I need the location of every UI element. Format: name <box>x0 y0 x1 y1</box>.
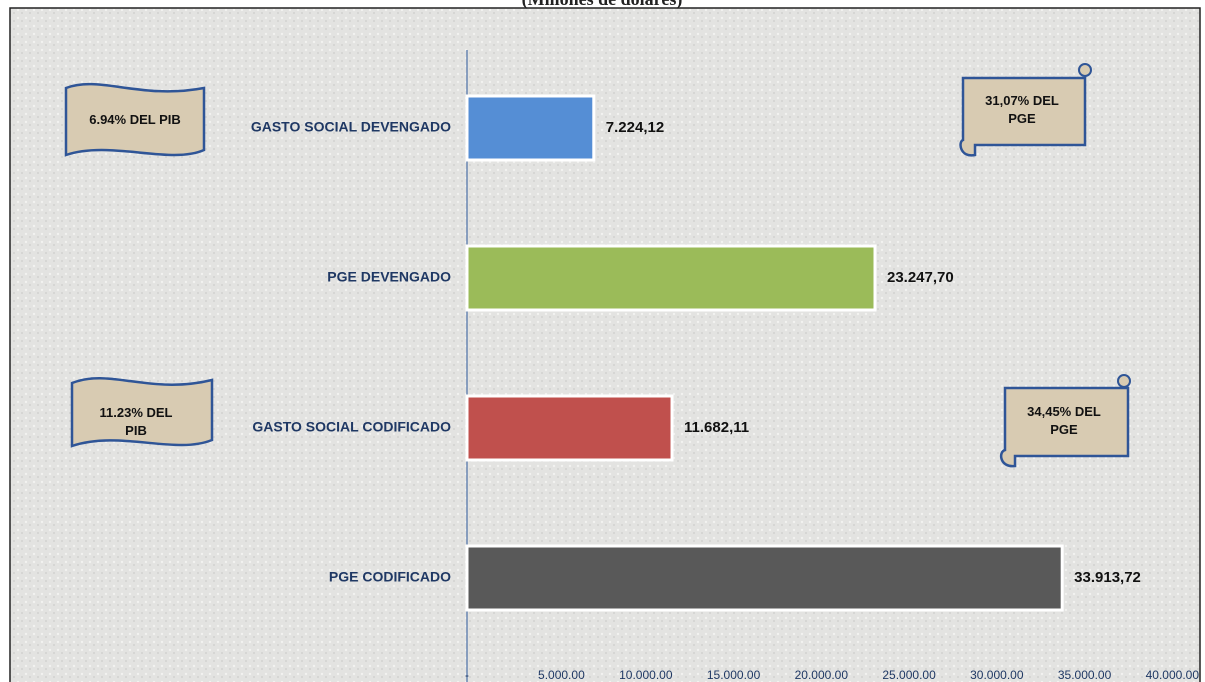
title-mask <box>470 0 740 7</box>
scroll-curl <box>1078 63 1092 77</box>
bar <box>465 244 877 312</box>
data-label: 33.913,72 <box>1074 569 1141 586</box>
x-tick-label: 5.000.00 <box>538 668 585 682</box>
x-tick-label: - <box>465 668 469 682</box>
y-tick-label: GASTO SOCIAL DEVENGADO <box>251 119 451 135</box>
annotation: 34,45% DEL PGE <box>1027 404 1101 437</box>
x-tick-label: 10.000.00 <box>619 668 673 682</box>
y-tick-label: PGE CODIFICADO <box>329 569 451 585</box>
x-tick-label: 40.000.00 <box>1146 668 1200 682</box>
scroll-shape <box>959 76 1087 157</box>
bar <box>465 544 1064 612</box>
x-tick-label: 15.000.00 <box>707 668 761 682</box>
chart-subtitle: (Millones de dólares) <box>522 0 683 10</box>
annotation: 6.94% DEL PIB <box>89 112 181 127</box>
x-tick-label: 25.000.00 <box>882 668 936 682</box>
banner-shape <box>70 377 214 448</box>
x-tick-label: 30.000.00 <box>970 668 1024 682</box>
x-tick-label: 35.000.00 <box>1058 668 1112 682</box>
x-tick-label: 20.000.00 <box>795 668 849 682</box>
y-tick-label: GASTO SOCIAL CODIFICADO <box>252 419 451 435</box>
scroll-curl <box>1117 374 1131 388</box>
bar <box>465 394 674 462</box>
data-label: 7.224,12 <box>606 119 664 136</box>
y-tick-label: PGE DEVENGADO <box>327 269 451 285</box>
bar <box>465 94 596 162</box>
data-label: 11.682,11 <box>684 419 749 436</box>
scroll-shape <box>999 386 1130 468</box>
banner-shape <box>64 82 206 157</box>
annotation: 11.23% DEL PIB <box>99 405 173 438</box>
annotation: 31,07% DEL PGE <box>985 93 1059 126</box>
data-label: 23.247,70 <box>887 269 954 286</box>
